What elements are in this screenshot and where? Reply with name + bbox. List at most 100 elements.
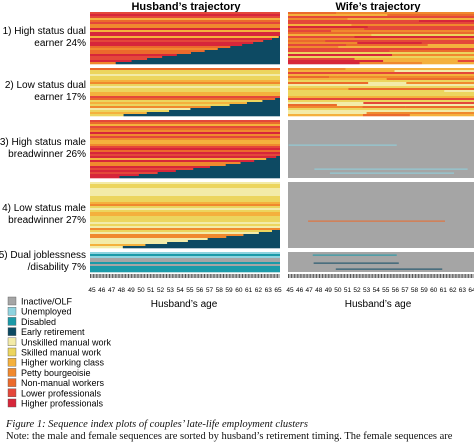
wife-sequence — [386, 78, 474, 81]
husband-axis-tick — [112, 274, 114, 278]
husband-sequence — [90, 228, 280, 231]
husband-axis-tick — [131, 274, 133, 278]
husband-sequence — [90, 204, 280, 207]
husband-tick-label: 52 — [157, 287, 165, 294]
husband-sequence — [90, 88, 280, 91]
husband-retirement-segment — [119, 176, 280, 179]
husband-sequence — [90, 92, 280, 95]
husband-axis-tick — [213, 274, 215, 278]
husband-retirement-segment — [193, 168, 280, 171]
wife-tick-label: 64 — [468, 287, 474, 294]
wife-sequence — [352, 50, 390, 53]
wife-tick-label: 56 — [392, 287, 400, 294]
husband-sequence — [90, 184, 280, 187]
husband-sequence — [90, 84, 280, 87]
wife-sequence — [288, 48, 474, 51]
husband-sequence — [90, 108, 191, 111]
wife-sequence — [445, 92, 474, 95]
husband-retirement-segment — [207, 238, 280, 241]
wife-sequence — [312, 254, 397, 256]
husband-sequence — [90, 110, 170, 113]
wife-axis-tick — [439, 274, 441, 278]
husband-sequence — [90, 74, 280, 77]
wife-axis-tick — [368, 274, 370, 278]
wife-sequence — [347, 18, 474, 21]
sequence-index-figure: Husband’s trajectory Wife’s trajectory 1… — [0, 1, 474, 409]
husband-sequence — [90, 90, 280, 93]
husband-panel-4 — [90, 182, 281, 249]
wife-sequence — [288, 28, 365, 31]
husband-retirement-segment — [229, 104, 280, 107]
wife-axis-tick — [396, 274, 398, 278]
wife-axis-tick — [467, 274, 469, 278]
legend-swatch — [7, 296, 17, 306]
husband-axis-tick — [121, 274, 123, 278]
husband-retirement-segment — [175, 170, 280, 173]
husband-tick-label: 61 — [245, 287, 253, 294]
husband-sequence — [90, 32, 280, 35]
husband-axis-tick — [153, 274, 155, 278]
husband-sequence — [90, 52, 192, 55]
husband-sequence — [90, 46, 231, 49]
legend-swatch — [7, 317, 17, 326]
husband-axis-tick — [188, 274, 190, 278]
husband-sequence — [90, 254, 280, 257]
husband-tick-label: 60 — [235, 287, 243, 294]
husband-tick-label: 55 — [186, 287, 194, 294]
wife-sequence — [336, 12, 376, 15]
wife-sequence — [288, 32, 474, 35]
husband-axis-tick — [261, 274, 262, 278]
legend-label: Early retirement — [21, 327, 85, 337]
husband-sequence — [90, 114, 124, 117]
husband-axis-tick — [257, 274, 259, 278]
wife-panel-2 — [288, 68, 474, 117]
wife-sequence — [357, 42, 422, 45]
husband-sequence — [90, 244, 146, 247]
wife-axis-tick — [343, 274, 345, 278]
husband-axis-tick — [156, 274, 158, 278]
wife-sequence — [351, 24, 474, 27]
wife-sequence — [288, 92, 358, 95]
wife-sequence — [288, 98, 474, 101]
husband-axis-tick — [90, 274, 91, 278]
husband-sequence — [90, 106, 211, 109]
husband-axis-tick — [219, 274, 221, 278]
legend-label: Inactive/OLF — [21, 297, 73, 307]
husband-sequence — [90, 190, 280, 193]
wife-axis-tick — [458, 274, 460, 278]
husband-sequence — [90, 80, 280, 83]
wife-sequence — [409, 114, 474, 117]
husband-axis-tick — [235, 274, 237, 278]
wife-sequence — [288, 12, 337, 15]
wife-axis-tick — [371, 274, 373, 278]
wife-axis-tick — [325, 274, 327, 278]
wife-panel-bg — [288, 182, 474, 248]
wife-axis-tick — [328, 274, 330, 278]
wife-sequence — [288, 36, 355, 39]
wife-axis-tick — [446, 274, 448, 278]
wife-tick-label: 53 — [363, 287, 371, 294]
husband-x-axis-label: Husband’s age — [151, 299, 218, 310]
husband-sequence — [90, 104, 230, 107]
husband-retirement-segment — [191, 52, 280, 55]
wife-sequence — [314, 168, 468, 170]
husband-sequence — [90, 62, 116, 65]
husband-sequence — [90, 50, 205, 53]
caption-title: Figure 1: Sequence index plots of couple… — [6, 419, 308, 430]
wife-tick-label: 63 — [459, 287, 467, 294]
husband-sequence — [90, 30, 280, 33]
wife-axis-tick — [387, 274, 389, 278]
cluster-label: 5) Dual joblessness — [0, 250, 86, 261]
wife-sequence — [421, 62, 474, 65]
husband-tick-label: 51 — [147, 287, 155, 294]
husband-sequence — [90, 246, 123, 249]
husband-sequence — [90, 168, 194, 171]
wife-sequence — [288, 76, 330, 79]
husband-sequence — [90, 170, 176, 173]
wife-sequence — [337, 74, 474, 77]
husband-sequence — [90, 38, 273, 41]
husband-sequence — [90, 70, 280, 73]
wife-axis-tick — [306, 274, 308, 278]
wife-axis-tick — [384, 274, 386, 278]
wife-axis-tick — [294, 274, 296, 278]
